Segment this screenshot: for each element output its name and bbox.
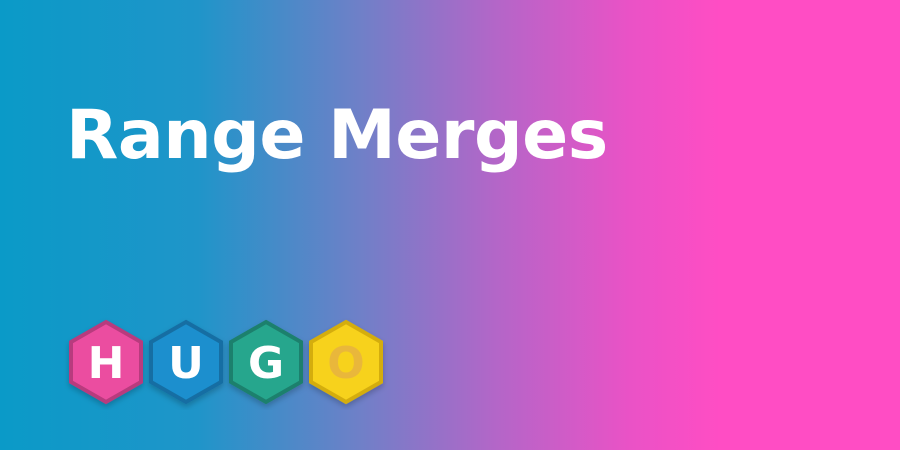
hex-o: O xyxy=(309,319,383,405)
logo-letter-o: O xyxy=(327,338,364,389)
logo-letter-u: U xyxy=(168,338,204,389)
logo-letter-h: H xyxy=(88,338,125,389)
logo-letter-g: G xyxy=(248,338,284,389)
hex-u: U xyxy=(149,319,223,405)
hex-g: G xyxy=(229,319,303,405)
hex-h: H xyxy=(69,319,143,405)
hugo-logo: H U G O xyxy=(62,318,392,410)
page-title: Range Merges xyxy=(66,96,608,175)
